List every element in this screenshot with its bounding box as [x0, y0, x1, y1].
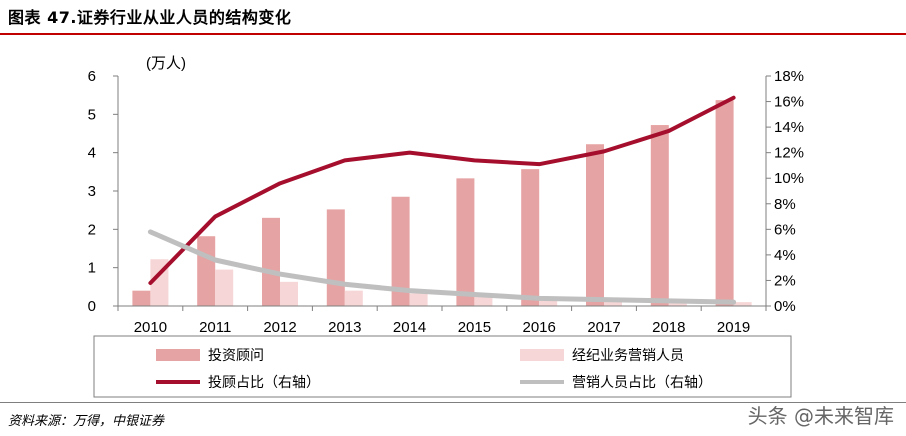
legend-label: 投顾占比（右轴） — [208, 375, 320, 391]
bar — [521, 169, 540, 306]
bar — [715, 100, 734, 307]
legend-box — [93, 335, 792, 398]
bar — [326, 209, 345, 306]
bar — [132, 290, 151, 306]
left-axis-unit-label: (万人) — [146, 55, 186, 72]
source-note: 资料来源：万得，中银证券 — [8, 414, 165, 429]
bar — [197, 236, 216, 306]
left-axis-tick-label: 5 — [88, 106, 96, 123]
right-axis-tick-label: 6% — [774, 221, 796, 238]
right-axis-tick-label: 2% — [774, 272, 796, 289]
x-axis-tick-label: 2019 — [717, 319, 750, 336]
legend-swatch — [520, 349, 564, 361]
x-axis-tick-label: 2016 — [523, 319, 556, 336]
bar — [474, 295, 493, 306]
bar — [409, 293, 428, 306]
line-series-sales-ratio — [147, 229, 737, 305]
right-axis-tick-label: 18% — [774, 68, 804, 85]
right-axis-tick-label: 4% — [774, 247, 796, 264]
x-axis-tick-label: 2013 — [328, 319, 361, 336]
axes: 0 1 2 3 4 5 6 0% 2% 4% 6% 8% 10% 12% 14% 16% 18% 2010 2011… — [88, 68, 804, 336]
bar — [280, 281, 298, 306]
bar — [586, 144, 604, 306]
right-axis-tick-label: 12% — [774, 145, 804, 162]
x-axis-tick-label: 2014 — [393, 319, 426, 336]
chart-title: 图表 47.证券行业从业人员的结构变化 — [8, 8, 292, 27]
bar — [539, 297, 558, 306]
footer-rule — [0, 402, 906, 403]
bar — [215, 269, 234, 306]
left-axis-tick-label: 2 — [88, 221, 96, 238]
watermark: 头条 @未来智库 — [747, 404, 894, 428]
bar — [391, 196, 410, 306]
legend-label: 营销人员占比（右轴） — [572, 375, 712, 391]
x-axis-tick-label: 2010 — [134, 319, 167, 336]
left-axis-tick-label: 3 — [88, 183, 96, 200]
bar — [668, 301, 687, 306]
line-series-advisor-ratio — [148, 95, 736, 285]
right-axis-tick-label: 0% — [774, 298, 796, 315]
bar — [650, 125, 669, 306]
left-axis-tick-label: 4 — [88, 145, 96, 162]
right-axis-tick-label: 16% — [774, 94, 804, 111]
title-rule — [0, 33, 906, 35]
right-axis-tick-label: 10% — [774, 170, 804, 187]
x-axis-tick-label: 2015 — [458, 319, 491, 336]
x-axis-tick-label: 2018 — [652, 319, 685, 336]
right-axis-tick-label: 8% — [774, 196, 796, 213]
x-axis-tick-label: 2017 — [587, 319, 620, 336]
bar — [456, 178, 475, 306]
x-axis-tick-label: 2012 — [263, 319, 296, 336]
line-group — [147, 95, 737, 305]
legend-swatch — [156, 349, 200, 361]
legend-label: 经纪业务营销人员 — [572, 348, 684, 364]
left-axis-tick-label: 1 — [88, 260, 96, 277]
bar — [733, 302, 752, 306]
right-axis-tick-label: 14% — [774, 119, 804, 136]
legend-label: 投资顾问 — [208, 348, 264, 364]
bar — [344, 290, 363, 306]
left-axis-tick-label: 0 — [88, 298, 96, 315]
left-axis-tick-label: 6 — [88, 68, 96, 85]
bar — [262, 217, 280, 306]
chart: 0 1 2 3 4 5 6 0% 2% 4% 6% 8% 10% 12% 14% 16% 18% 2010 2011… — [88, 55, 804, 398]
bar — [604, 300, 622, 306]
x-axis-tick-label: 2011 — [199, 319, 231, 336]
bar-group — [132, 100, 752, 307]
